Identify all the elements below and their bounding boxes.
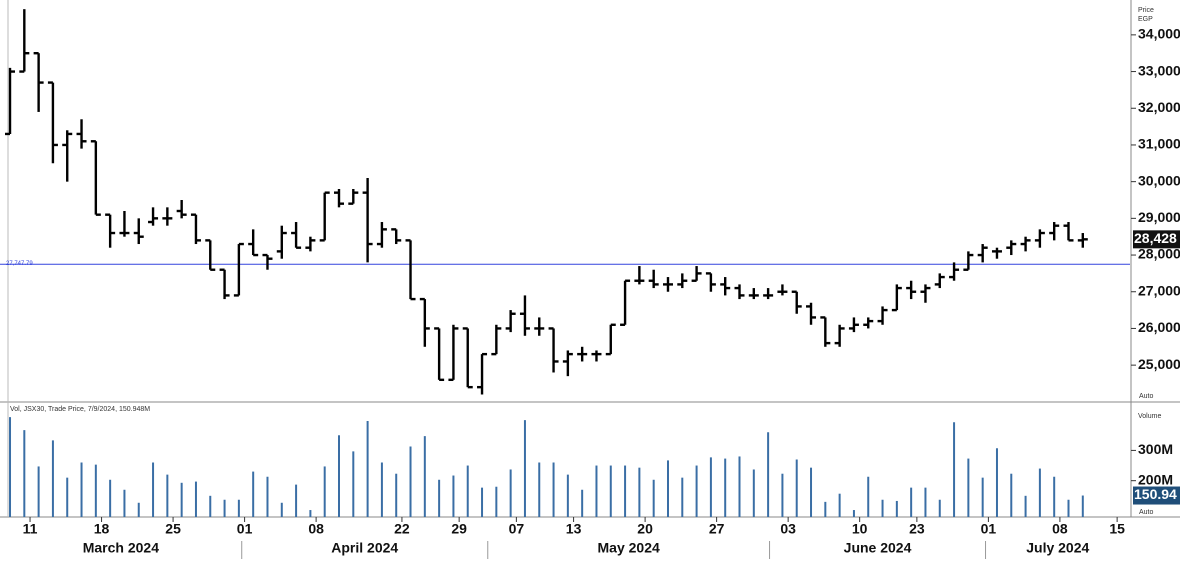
month-label: April 2024 [331, 540, 398, 556]
y-tick-label: 30,000 [1138, 172, 1180, 188]
month-label: May 2024 [598, 540, 660, 556]
y-tick-label: 26,000 [1138, 319, 1180, 335]
x-tick-label: 08 [308, 521, 324, 537]
x-tick-label: 23 [909, 521, 925, 537]
scale-mode: Auto [1139, 393, 1154, 400]
x-tick-label: 20 [637, 521, 653, 537]
month-label: March 2024 [83, 540, 159, 556]
last-badge [1133, 230, 1180, 249]
x-tick-label: 29 [451, 521, 467, 537]
reference-label: 27,747.79 [6, 261, 33, 267]
x-tick-label: 13 [566, 521, 582, 537]
x-tick-label: 27 [709, 521, 725, 537]
y-tick-label: 31,000 [1138, 136, 1180, 152]
x-tick-label: 11 [23, 521, 38, 537]
month-label: June 2024 [844, 540, 912, 556]
x-tick-label: 22 [394, 521, 410, 537]
x-tick-label: 03 [780, 521, 796, 537]
y-tick-label: 300M [1138, 441, 1173, 457]
scale-mode: Auto [1139, 509, 1154, 516]
x-tick-label: 08 [1052, 521, 1068, 537]
x-tick-label: 15 [1109, 521, 1125, 537]
y-tick-label: 34,000 [1138, 26, 1180, 42]
x-tick-label: 01 [237, 521, 253, 537]
y-tick-label: 25,000 [1138, 356, 1180, 372]
axis-label: Price [1138, 7, 1154, 14]
y-tick-label: 28,000 [1138, 246, 1180, 262]
x-tick-label: 10 [852, 521, 868, 537]
y-tick-label: 200M [1138, 471, 1173, 487]
x-tick-label: 18 [94, 521, 110, 537]
x-tick-label: 25 [165, 521, 181, 537]
axis-label: Volume [1138, 413, 1161, 420]
y-tick-label: 27,000 [1138, 282, 1180, 298]
y-tick-label: 33,000 [1138, 62, 1180, 78]
y-tick-label: 29,000 [1138, 209, 1180, 225]
last-badge [1133, 486, 1180, 505]
axis-unit: EGP [1138, 16, 1153, 23]
month-label: July 2024 [1026, 540, 1089, 556]
panel-label: Vol, JSX30, Trade Price, 7/9/2024, 150.9… [10, 406, 150, 413]
x-tick-label: 01 [981, 521, 997, 537]
y-tick-label: 32,000 [1138, 99, 1180, 115]
last-label: 28,428 [1134, 230, 1177, 246]
last-label: 150.94 [1134, 486, 1177, 502]
x-tick-label: 07 [509, 521, 525, 537]
